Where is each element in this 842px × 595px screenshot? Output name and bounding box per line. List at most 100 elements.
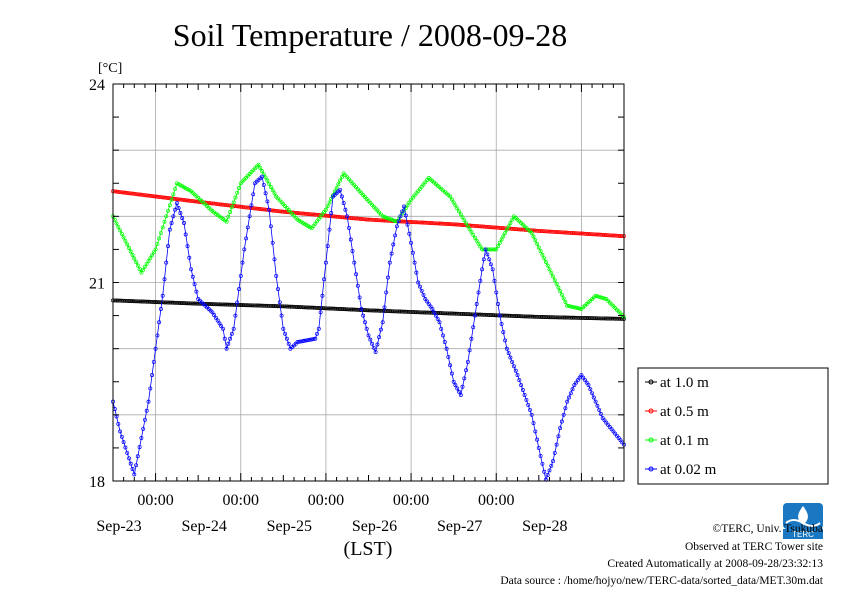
data-point <box>123 238 128 243</box>
x-axis-label: (LST) <box>344 538 393 560</box>
data-point <box>123 298 128 303</box>
data-point <box>371 345 376 350</box>
data-point <box>590 391 595 396</box>
data-point <box>226 302 231 307</box>
data-point <box>157 194 162 199</box>
data-point <box>416 280 421 285</box>
data-point <box>364 217 369 222</box>
data-point <box>556 285 561 290</box>
chart-title: Soil Temperature / 2008-09-28 <box>173 17 567 53</box>
data-point <box>613 233 618 238</box>
data-point <box>606 316 610 321</box>
data-point <box>178 197 183 202</box>
data-point <box>242 247 247 252</box>
data-point <box>574 305 579 310</box>
data-point <box>274 273 279 278</box>
data-point <box>565 303 570 308</box>
data-point <box>572 231 577 236</box>
data-point <box>551 229 555 234</box>
data-point <box>442 340 447 344</box>
legend-swatch-marker <box>648 466 654 472</box>
data-point <box>444 346 449 351</box>
x-tick-label: 00:00 <box>223 492 259 509</box>
ticks: 24 21 18 00:00 00:00 00:00 00:00 00:00 Sep-23 Sep… <box>89 77 624 535</box>
data-point <box>559 292 564 297</box>
data-point <box>166 244 170 249</box>
data-point <box>460 215 465 220</box>
data-point <box>130 191 135 196</box>
data-point <box>354 272 359 277</box>
data-point <box>244 236 249 241</box>
data-point <box>453 383 458 388</box>
data-point <box>598 316 603 321</box>
data-point <box>302 338 307 343</box>
data-point <box>322 277 327 282</box>
series-at-0-02-m <box>111 174 626 482</box>
data-point <box>407 219 412 224</box>
data-point <box>185 198 190 203</box>
legend-item: at 0.5 m <box>645 404 709 420</box>
data-point <box>613 316 618 321</box>
data-point <box>341 201 346 206</box>
data-point <box>144 261 149 266</box>
data-point <box>462 376 467 381</box>
data-point <box>496 244 500 249</box>
data-point <box>568 304 573 309</box>
data-point <box>148 193 153 198</box>
data-point <box>281 304 286 309</box>
data-point <box>474 302 479 306</box>
data-point <box>190 199 195 204</box>
data-point <box>577 306 582 311</box>
data-point <box>121 440 126 445</box>
data-point <box>270 240 275 245</box>
data-point <box>487 257 492 262</box>
data-point <box>536 314 541 319</box>
data-point <box>125 450 130 455</box>
data-point <box>272 257 277 262</box>
data-point <box>469 312 474 317</box>
data-point <box>162 277 167 282</box>
data-point <box>309 305 314 310</box>
data-point <box>128 249 133 254</box>
data-point <box>139 436 144 440</box>
data-point <box>492 247 497 252</box>
data-point <box>235 190 240 195</box>
data-point <box>414 220 419 225</box>
data-point <box>469 336 474 341</box>
x-tick-label: 00:00 <box>308 492 344 509</box>
grid <box>113 84 624 481</box>
data-point <box>327 227 332 232</box>
data-point <box>212 201 217 206</box>
data-point <box>457 209 461 214</box>
data-point <box>597 407 602 412</box>
data-point <box>501 226 506 231</box>
data-point <box>586 383 591 388</box>
data-point <box>563 230 568 235</box>
data-point <box>171 300 176 305</box>
data-point <box>455 386 460 391</box>
data-point <box>343 307 348 312</box>
data-point <box>407 309 412 314</box>
data-point <box>467 348 472 353</box>
data-point <box>515 314 520 319</box>
data-point <box>219 202 224 207</box>
data-point <box>391 242 396 247</box>
data-point <box>419 310 424 315</box>
data-point <box>426 302 431 306</box>
data-point <box>373 350 378 354</box>
data-point <box>396 219 401 224</box>
data-point <box>217 321 222 326</box>
data-point <box>419 288 424 293</box>
data-point <box>478 278 483 283</box>
data-point <box>210 310 215 315</box>
data-point <box>178 301 183 305</box>
data-point <box>426 310 431 315</box>
data-point <box>481 312 486 317</box>
data-point <box>183 301 188 306</box>
data-point <box>481 257 486 262</box>
data-point <box>591 395 596 400</box>
data-point <box>488 247 493 252</box>
data-point <box>414 310 419 315</box>
data-point <box>460 223 465 227</box>
data-point <box>307 305 312 310</box>
